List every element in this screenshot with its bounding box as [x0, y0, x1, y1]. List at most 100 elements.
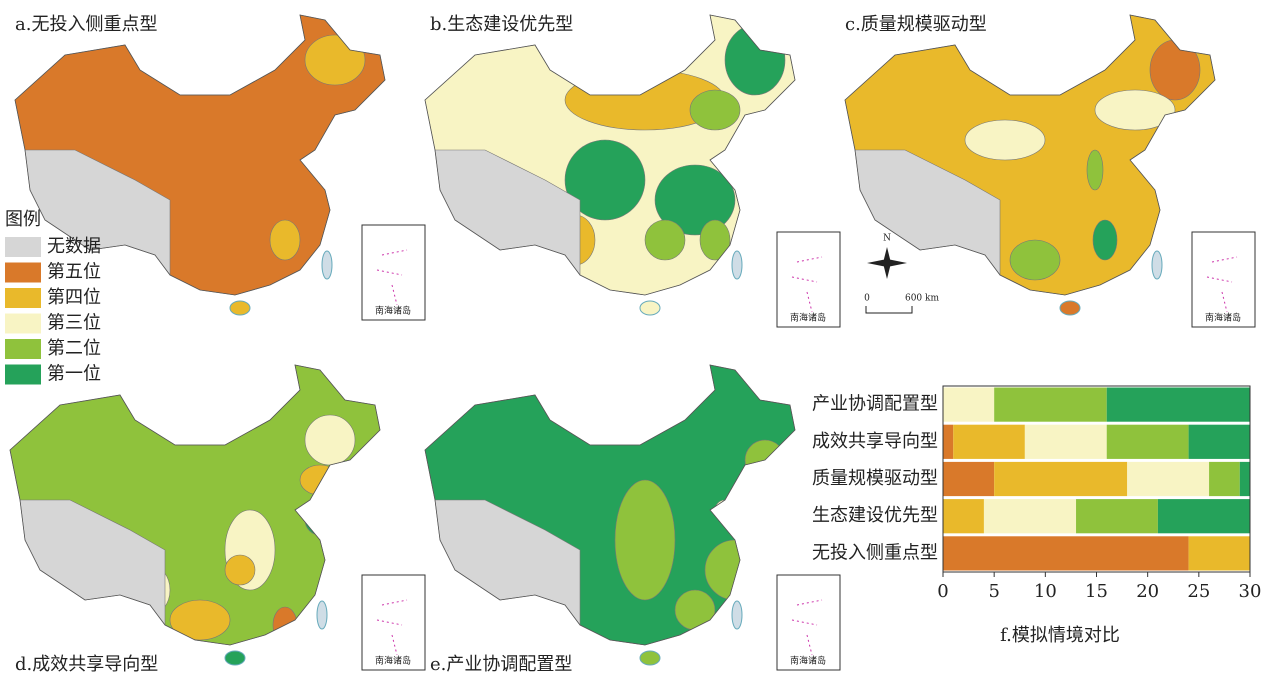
scale-label: 0 [864, 294, 870, 304]
taiwan [731, 250, 743, 280]
province-area [1092, 219, 1118, 261]
inset-dashes [791, 256, 823, 313]
y-tick-label: 质量规模驱动型 [812, 468, 938, 489]
inset: 南海诸岛 [776, 574, 841, 671]
border [424, 364, 796, 646]
legend-label: 第三位 [47, 313, 101, 334]
inset-label: 南海诸岛 [375, 655, 411, 667]
province-area [224, 554, 256, 586]
province-area [564, 139, 646, 221]
province-area [304, 34, 366, 86]
hainan [229, 300, 251, 316]
bar-segment [943, 461, 995, 497]
inset-label: 南海诸岛 [1205, 312, 1241, 324]
hainan [224, 650, 246, 666]
y-tick-label: 成效共享导向型 [812, 431, 938, 452]
province-area [1094, 89, 1176, 131]
inset-frame [776, 231, 841, 328]
inset: 南海诸岛 [361, 574, 426, 671]
hainan [639, 650, 661, 666]
legend-swatch [5, 237, 41, 257]
bar-segment [1209, 461, 1240, 497]
bar-segment [994, 387, 1107, 422]
bar-segment [994, 461, 1128, 497]
province-area [169, 599, 231, 641]
x-tick-label: 5 [988, 581, 999, 602]
province-area [299, 464, 341, 496]
map-panel [424, 364, 796, 666]
inset: 南海诸岛 [776, 231, 841, 328]
taiwan [731, 600, 743, 630]
legend-swatch [5, 313, 41, 334]
panel-title: a.无投入侧重点型 [15, 14, 157, 35]
bar-segment [1188, 536, 1250, 571]
taiwan [1151, 250, 1163, 280]
province-area [1009, 239, 1061, 281]
province-area [704, 539, 766, 601]
chart-title: f.模拟情境对比 [1000, 625, 1120, 646]
legend-swatch [5, 262, 41, 283]
y-tick-label: 产业协调配置型 [812, 394, 938, 415]
bar-segment [1239, 461, 1250, 497]
province-area [1149, 39, 1201, 101]
x-tick-label: 0 [937, 581, 948, 602]
x-tick-label: 15 [1085, 581, 1108, 602]
bar-segment [1127, 461, 1210, 497]
border [9, 364, 381, 646]
province-area [654, 164, 736, 236]
x-tick-label: 30 [1239, 581, 1262, 602]
inset-dashes [376, 249, 408, 306]
map-panel [9, 364, 381, 666]
legend-label: 第四位 [47, 287, 101, 308]
province-area [964, 119, 1046, 161]
bar-segment [1188, 424, 1250, 459]
bar-segment [943, 536, 1189, 571]
taiwan [321, 250, 333, 280]
x-tick-label: 10 [1034, 581, 1057, 602]
province-area [699, 219, 731, 261]
province-area [644, 219, 686, 261]
bar-segment [1157, 499, 1250, 534]
panel-title: b.生态建设优先型 [430, 14, 573, 35]
panel-title: e.产业协调配置型 [430, 654, 572, 675]
bar-segment [983, 499, 1077, 534]
province-area [614, 479, 676, 601]
y-tick-label: 生态建设优先型 [812, 505, 938, 526]
province-area [674, 589, 716, 631]
inset-frame [361, 224, 426, 321]
panel-title: d.成效共享导向型 [15, 654, 158, 675]
legend-label: 第二位 [47, 338, 101, 359]
bar-segment [1106, 424, 1189, 459]
x-tick-label: 25 [1187, 581, 1210, 602]
province-area [304, 504, 336, 536]
scale-label: 600 km [905, 294, 939, 304]
bar-segment [943, 387, 995, 422]
compass [867, 247, 907, 279]
bar-segment [1024, 424, 1107, 459]
hainan [639, 300, 661, 316]
hainan [1059, 300, 1081, 316]
border [14, 14, 386, 296]
legend-title: 图例 [5, 209, 41, 230]
inset-label: 南海诸岛 [375, 305, 411, 317]
province-area [724, 24, 786, 96]
bar-segment [943, 499, 984, 534]
inset-frame [776, 574, 841, 671]
map-panel [844, 14, 1216, 316]
legend-label: 无数据 [47, 236, 101, 257]
north-label: N [883, 234, 891, 244]
border [844, 14, 1216, 296]
scale-bar [865, 306, 913, 314]
province-area [714, 499, 736, 521]
x-tick-label: 20 [1136, 581, 1159, 602]
province-area [689, 89, 741, 131]
inset-frame [361, 574, 426, 671]
inset-dashes [791, 599, 823, 656]
legend-swatch [5, 288, 41, 308]
y-tick-label: 无投入侧重点型 [812, 542, 938, 563]
map-panel [14, 14, 386, 316]
legend-label: 第一位 [47, 364, 101, 385]
legend-swatch [5, 364, 41, 385]
